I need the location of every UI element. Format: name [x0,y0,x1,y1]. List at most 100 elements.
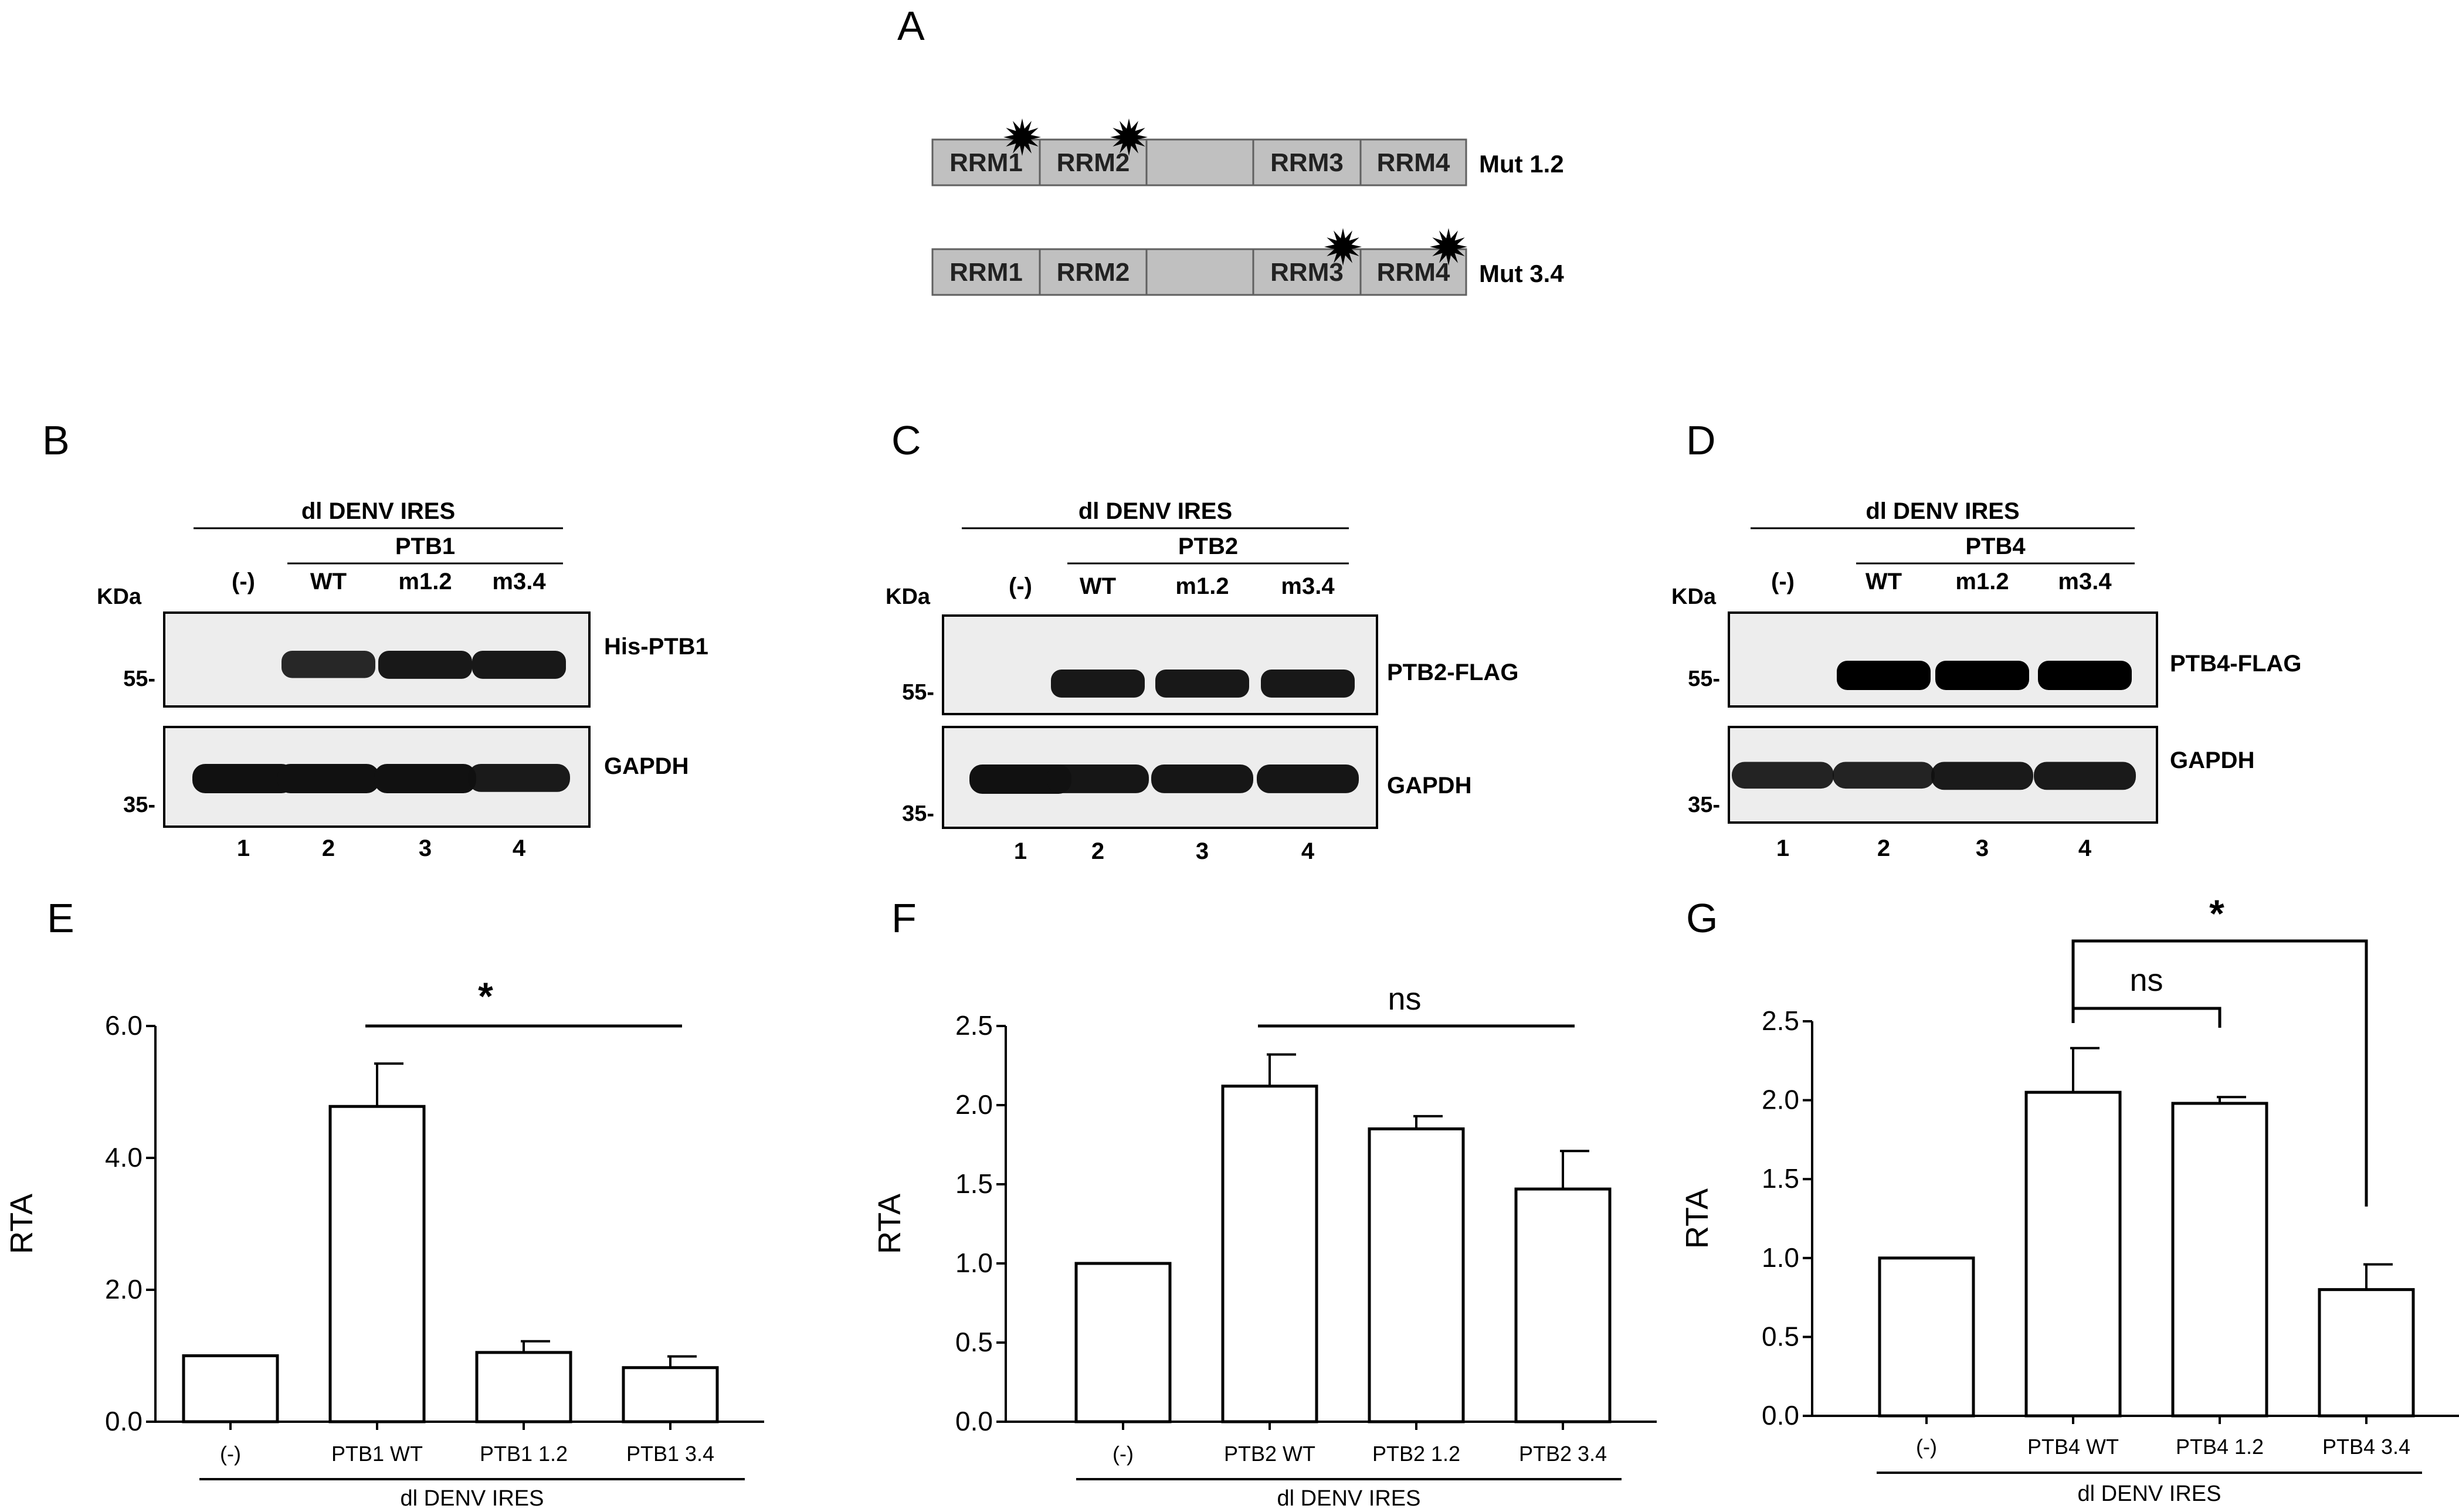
category-label: PTB4 1.2 [2176,1435,2264,1459]
lane-label: m3.4 [2058,569,2112,594]
category-label: PTB2 1.2 [1372,1442,1460,1466]
blot-header: dl DENV IRES [1866,498,2019,524]
marker-55: 55- [902,680,934,705]
y-tick-label: 0.0 [105,1406,143,1436]
lane-number: 2 [1877,835,1890,861]
kda-label: KDa [1671,585,1717,609]
significance-bracket [2071,939,2368,1207]
marker-35: 35- [902,801,934,826]
y-axis-label: RTA [872,1194,907,1254]
bar [1368,1127,1465,1423]
panel-a-domain-diagram: RRM1 RRM2 RRM3 RRM4 Mut 1.2 RRM1 RRM2 RRM3 RRM4 M… [931,118,1564,296]
category-label: PTB1 3.4 [626,1442,714,1466]
lane-number: 3 [1196,838,1209,864]
category-label: PTB2 WT [1224,1442,1315,1466]
blot-band [1047,765,1149,793]
lane-number: 2 [322,835,335,861]
significance-bracket [2071,1007,2221,1028]
blot-band [1732,762,1834,789]
category-label: (-) [1916,1435,1937,1459]
blot-membrane-top [942,614,1378,715]
y-tick-label: 2.5 [1762,1005,1799,1036]
group-label: dl DENV IRES [1277,1486,1421,1511]
lane-number: 4 [2078,835,2092,861]
significance-label: * [478,974,493,1018]
band-label-top: PTB2-FLAG [1387,660,1518,685]
category-label: PTB1 1.2 [480,1442,568,1466]
construct-label: Mut 3.4 [1479,260,1564,287]
bar [622,1366,719,1423]
western-blot-ptb2: dl DENV IRES PTB2 (-) WT m1.2 m3.4 KDa 55- 35- PT… [886,498,1518,864]
bar [2024,1090,2122,1418]
lane-number: 1 [1014,838,1027,864]
bar [2318,1288,2415,1418]
band-label-bottom: GAPDH [2170,747,2254,773]
panel-letter-d: D [1686,417,1716,463]
y-tick-label: 0.0 [955,1406,993,1436]
lane-label: m1.2 [1175,573,1229,599]
y-tick-label: 0.0 [1762,1400,1799,1431]
blot-band [281,651,375,678]
bar-chart-ptb1: 0.0 2.0 4.0 6.0 RTA (-) PTB1 WT PTB1 1.2 PTB1 3.… [4,974,764,1511]
blot-band [1935,661,2029,690]
blot-band [1837,661,1931,690]
domain-label-rrm4: RRM4 [1377,258,1450,287]
lane-label: (-) [232,569,255,594]
bar-chart-ptb4: 0.0 0.5 1.0 1.5 2.0 2.5 RTA (-) PTB4 WT PTB4 1.2 P… [1680,892,2459,1506]
blot-band [472,651,566,679]
domain-label-rrm1: RRM1 [949,258,1023,287]
construct-label: Mut 1.2 [1479,150,1564,178]
lane-number: 2 [1091,838,1104,864]
significance-label: ns [1388,981,1421,1017]
category-label: PTB2 3.4 [1519,1442,1607,1466]
blot-band [2034,762,2136,790]
domain-label-rrm3: RRM3 [1270,148,1344,177]
panel-letter-e: E [47,895,74,941]
lane-label: m3.4 [1281,573,1335,599]
blot-membrane-top [1728,611,2158,708]
group-label: dl DENV IRES [401,1486,544,1511]
blot-band [1151,765,1253,793]
lane-label: WT [310,569,347,594]
blot-band [374,764,476,793]
bar [182,1354,279,1423]
blot-header: dl DENV IRES [1078,498,1232,524]
band-label-top: PTB4-FLAG [2170,651,2301,677]
bar [475,1351,572,1423]
blot-band [2038,661,2132,690]
y-tick-label: 4.0 [105,1142,143,1173]
marker-55: 55- [123,667,155,691]
bar [1878,1256,1975,1418]
blot-band [1257,765,1359,793]
lane-number: 1 [1776,835,1789,861]
lane-number: 3 [1976,835,1989,861]
panel-letter-f: F [891,895,917,941]
category-label: (-) [220,1442,241,1466]
blot-band [1051,670,1145,698]
y-tick-label: 1.0 [955,1248,993,1278]
y-tick-label: 0.5 [955,1327,993,1357]
mutation-star-icon [1324,228,1362,266]
blot-band [1833,762,1935,789]
domain-label-rrm3: RRM3 [1270,258,1344,287]
bar [328,1105,426,1423]
category-label: PTB4 3.4 [2322,1435,2410,1459]
lane-label: (-) [1771,569,1795,594]
blot-band [1155,670,1249,698]
panel-letter-c: C [891,417,921,463]
blot-band [1931,762,2033,790]
band-label-bottom: GAPDH [1387,773,1471,799]
category-label: PTB4 WT [2027,1435,2119,1459]
bar [1514,1187,1612,1423]
y-tick-label: 2.0 [105,1274,143,1304]
mutation-star-icon [1430,228,1467,266]
blot-subheader: PTB4 [1965,534,2026,559]
y-tick-label: 1.0 [1762,1242,1799,1273]
panel-letter-b: B [42,417,70,463]
bar [2171,1102,2268,1418]
y-axis-label: RTA [4,1194,39,1254]
lane-label: m1.2 [1955,569,2009,594]
blot-header: dl DENV IRES [301,498,455,524]
lane-label: WT [1080,573,1116,599]
